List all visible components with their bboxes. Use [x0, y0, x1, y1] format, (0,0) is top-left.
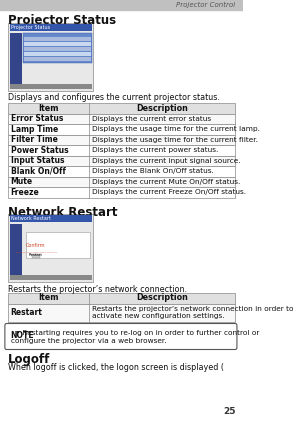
Bar [32, 253, 40, 258]
Text: When logoff is clicked, the logon screen is displayed (: When logoff is clicked, the logon screen… [8, 363, 224, 373]
Bar [23, 52, 91, 56]
Bar [8, 23, 93, 91]
Text: Restarts the projector’s network connection in order to: Restarts the projector’s network connect… [92, 306, 293, 312]
Bar [10, 24, 92, 31]
Text: Error Status: Error Status [11, 114, 63, 123]
Text: Displays the usage time for the current lamp.: Displays the usage time for the current … [92, 126, 260, 132]
Bar [8, 213, 93, 282]
Bar [8, 304, 235, 322]
Bar [23, 57, 91, 61]
Text: Network Restart: Network Restart [8, 205, 118, 218]
Text: Filter Time: Filter Time [11, 135, 57, 144]
Bar [8, 124, 235, 134]
Bar [8, 293, 235, 304]
Bar [10, 224, 22, 280]
Bar [8, 114, 235, 124]
Text: Displays the current input signal source.: Displays the current input signal source… [92, 158, 240, 164]
Text: Blank On/Off: Blank On/Off [11, 167, 65, 176]
Bar [10, 84, 92, 89]
Text: Displays and configures the current projector status.: Displays and configures the current proj… [8, 93, 220, 102]
Text: Displays the current error status: Displays the current error status [92, 116, 211, 122]
Bar [8, 145, 235, 155]
Text: Power Status: Power Status [11, 146, 68, 155]
Text: Item: Item [38, 293, 59, 303]
Text: Network Restart: Network Restart [11, 216, 51, 221]
Text: Restart: Restart [29, 253, 43, 258]
Text: NOTE: NOTE [11, 330, 34, 339]
Bar [8, 134, 235, 145]
Text: Item: Item [38, 104, 59, 113]
Text: Restart: Restart [11, 308, 42, 317]
Text: Displays the current Mute On/Off status.: Displays the current Mute On/Off status. [92, 179, 240, 185]
Bar [23, 47, 91, 51]
Text: activate new configuration settings.: activate new configuration settings. [92, 313, 224, 319]
Text: Confirm: Confirm [26, 243, 46, 248]
Text: Mute: Mute [11, 177, 33, 186]
Text: Projector Status: Projector Status [8, 14, 116, 27]
Text: Restarts the projector’s network connection.: Restarts the projector’s network connect… [8, 285, 187, 295]
Bar [8, 176, 235, 187]
Bar [8, 103, 235, 114]
Text: Logoff: Logoff [8, 352, 50, 365]
Text: Projector Control: Projector Control [176, 2, 235, 8]
Text: Displays the usage time for the current filter.: Displays the usage time for the current … [92, 137, 258, 143]
Text: Lamp Time: Lamp Time [11, 125, 58, 134]
Bar [23, 37, 91, 41]
Text: Description: Description [136, 104, 188, 113]
Bar [26, 232, 90, 258]
Bar [23, 42, 91, 46]
FancyBboxPatch shape [5, 323, 237, 349]
Text: Freeze: Freeze [11, 188, 39, 197]
Text: Description: Description [136, 293, 188, 303]
Text: Input Status: Input Status [11, 156, 64, 165]
Bar [8, 187, 235, 197]
Text: Projector Status: Projector Status [11, 25, 50, 30]
Bar [23, 33, 92, 63]
Bar [0, 0, 243, 10]
Text: Displays the current Freeze On/Off status.: Displays the current Freeze On/Off statu… [92, 189, 246, 195]
Text: 25: 25 [223, 407, 235, 416]
Bar [8, 155, 235, 166]
Text: configure the projector via a web browser.: configure the projector via a web browse… [11, 338, 166, 344]
Text: ________________________: ________________________ [15, 250, 57, 253]
Text: Displays the Blank On/Off status.: Displays the Blank On/Off status. [92, 168, 214, 174]
Bar [10, 215, 92, 221]
Bar [10, 274, 92, 280]
Text: Displays the current power status.: Displays the current power status. [92, 147, 218, 153]
Bar [10, 33, 22, 89]
Text: • Restarting requires you to re-log on in order to further control or: • Restarting requires you to re-log on i… [11, 330, 259, 336]
Bar [8, 166, 235, 176]
